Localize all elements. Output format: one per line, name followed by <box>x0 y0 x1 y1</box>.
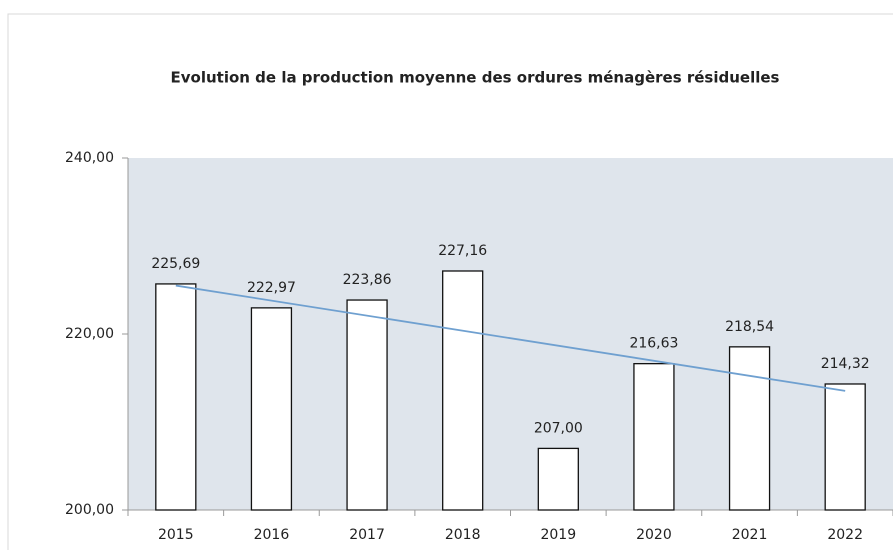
plot-area <box>128 158 893 510</box>
y-tick-label: 240,00 <box>65 150 114 166</box>
x-tick-label: 2018 <box>445 527 481 543</box>
bar <box>155 283 197 511</box>
data-label: 214,32 <box>821 356 870 372</box>
y-tick-label: 200,00 <box>65 502 114 518</box>
bar <box>633 363 675 511</box>
x-tick-label: 2022 <box>827 527 863 543</box>
data-label: 227,16 <box>438 243 487 259</box>
x-tick-label: 2019 <box>540 527 576 543</box>
x-tick-label: 2021 <box>732 527 768 543</box>
chart-title: Evolution de la production moyenne des o… <box>171 69 780 87</box>
x-tick-label: 2016 <box>254 527 290 543</box>
bar <box>250 307 293 511</box>
x-tick-label: 2017 <box>349 527 385 543</box>
data-label: 225,69 <box>151 256 200 272</box>
y-tick-label: 220,00 <box>65 326 114 342</box>
trend-line <box>175 284 846 392</box>
bar <box>824 383 866 511</box>
x-tick-label: 2020 <box>636 527 672 543</box>
bar <box>442 270 484 511</box>
data-label: 222,97 <box>247 280 296 296</box>
data-label: 223,86 <box>343 272 392 288</box>
bar <box>537 447 579 511</box>
data-label: 207,00 <box>534 420 583 436</box>
bar <box>728 346 771 511</box>
data-label: 216,63 <box>629 336 678 352</box>
data-label: 218,54 <box>725 319 774 335</box>
x-tick-label: 2015 <box>158 527 194 543</box>
bar <box>346 299 388 511</box>
